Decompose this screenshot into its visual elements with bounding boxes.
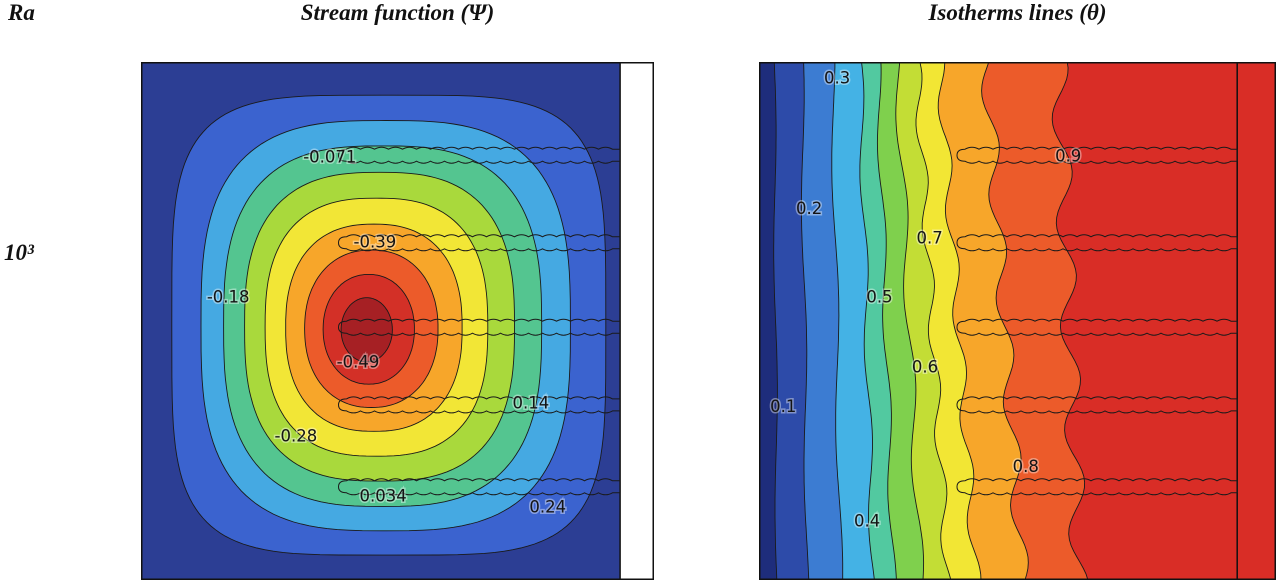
contour-label: -0.49	[337, 353, 380, 372]
stream-function-contour-plot: -0.071 -0.39 -0.18 -0.49 0.14 -0.28 0.034 0.24	[141, 62, 654, 580]
plot-border	[141, 62, 654, 580]
solid-wall	[620, 62, 654, 580]
fin-outline	[956, 234, 1238, 252]
contour-label: 0.3	[824, 69, 850, 88]
isotherms-title: Isotherms lines (θ)	[928, 0, 1107, 25]
contour-label: 0.4	[854, 512, 880, 531]
contour-label: 0.7	[916, 229, 942, 248]
contour-label: 0.9	[1055, 146, 1081, 165]
fin-outline	[337, 234, 621, 252]
contour-label: -0.39	[354, 232, 397, 251]
stream-function-title: Stream function (Ψ)	[300, 0, 495, 25]
contour-label: 0.2	[796, 199, 822, 218]
contour-label: 0.24	[529, 498, 566, 517]
contour-label: 0.5	[866, 288, 892, 307]
isotherms-contour-plot: 0.3 0.2 0.9 0.7 0.5 0.6 0.1 0.8 0.4	[759, 62, 1276, 580]
fin-outline	[337, 396, 621, 414]
solid-wall	[1237, 62, 1276, 580]
fin-outline	[956, 318, 1238, 336]
contour-label: 0.14	[513, 393, 550, 412]
contour-label: 0.8	[1013, 457, 1039, 476]
contour-label: -0.18	[207, 288, 250, 307]
contour-label: 0.6	[912, 358, 938, 377]
fin-outline	[337, 318, 621, 336]
fin-outline	[956, 146, 1238, 164]
ra-column-header: Ra	[8, 0, 35, 25]
ra-row-value: 10³	[4, 240, 34, 265]
fin-outline	[337, 478, 621, 496]
fin-outline	[956, 396, 1238, 414]
contour-label: 0.1	[770, 397, 796, 416]
isotherm-band	[1051, 62, 1276, 580]
plot-border	[759, 62, 1276, 580]
contour-ring	[340, 297, 393, 363]
fin-outline	[337, 146, 621, 164]
contour-label: -0.071	[303, 147, 356, 166]
contour-label: 0.034	[359, 487, 406, 506]
contour-label: -0.28	[275, 427, 318, 446]
fin-outline	[956, 478, 1238, 496]
